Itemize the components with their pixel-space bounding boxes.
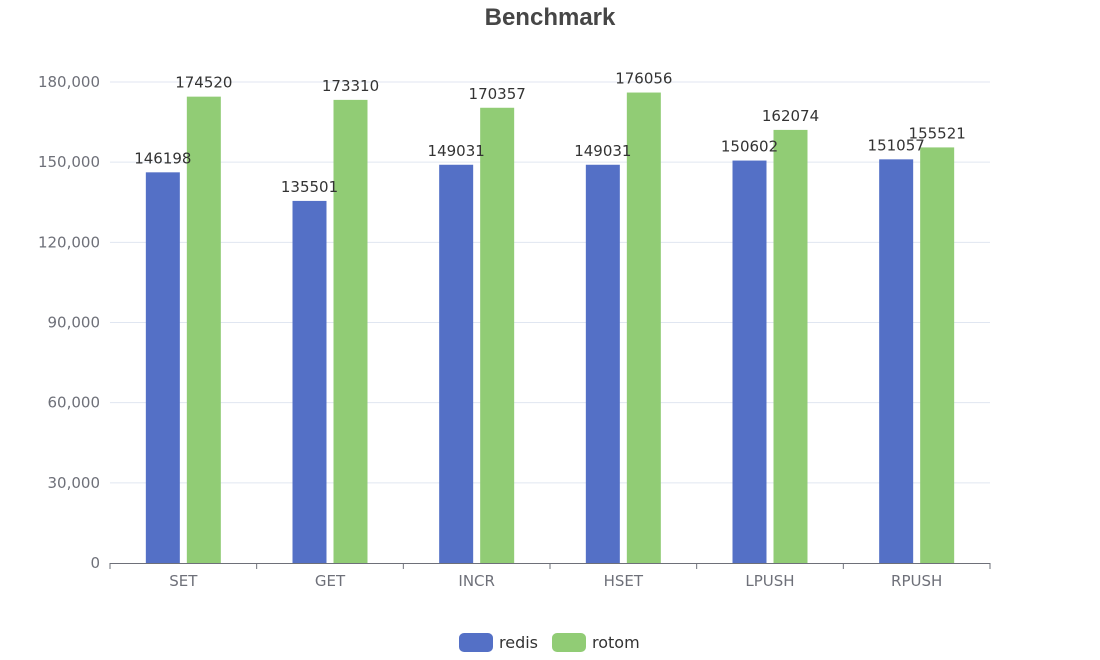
y-tick-label: 120,000 bbox=[38, 233, 100, 251]
x-tick-label: RPUSH bbox=[891, 572, 942, 590]
data-label-rotom-lpush: 162074 bbox=[762, 107, 819, 125]
x-tick-label: GET bbox=[315, 572, 346, 590]
x-tick-label: LPUSH bbox=[745, 572, 794, 590]
legend-item-redis[interactable]: redis bbox=[459, 633, 538, 652]
legend: redis rotom bbox=[459, 633, 640, 652]
y-tick-label: 180,000 bbox=[38, 73, 100, 91]
legend-swatch bbox=[552, 633, 586, 652]
bar-rotom-set[interactable] bbox=[186, 96, 221, 564]
bar-redis-hset[interactable] bbox=[585, 164, 620, 563]
bar-rotom-get[interactable] bbox=[333, 99, 368, 563]
data-label-rotom-set: 174520 bbox=[175, 74, 232, 92]
bars bbox=[145, 92, 955, 564]
bar-rotom-lpush[interactable] bbox=[773, 129, 808, 563]
bar-rotom-incr[interactable] bbox=[480, 107, 515, 563]
y-tick-label: 90,000 bbox=[48, 314, 101, 332]
bar-redis-lpush[interactable] bbox=[732, 160, 767, 563]
x-tick-label: INCR bbox=[458, 572, 495, 590]
legend-swatch bbox=[459, 633, 493, 652]
bar-redis-incr[interactable] bbox=[439, 164, 474, 563]
data-label-rotom-hset: 176056 bbox=[615, 70, 672, 88]
y-tick-label: 0 bbox=[90, 554, 100, 572]
bar-redis-get[interactable] bbox=[292, 200, 327, 564]
bar-redis-rpush[interactable] bbox=[879, 159, 914, 563]
data-label-redis-hset: 149031 bbox=[574, 142, 631, 160]
y-tick-label: 150,000 bbox=[38, 153, 100, 171]
bar-redis-set[interactable] bbox=[145, 172, 180, 563]
grid-lines bbox=[110, 81, 990, 484]
data-label-rotom-incr: 170357 bbox=[469, 85, 526, 103]
data-label-redis-lpush: 150602 bbox=[721, 138, 778, 156]
y-tick-label: 30,000 bbox=[48, 474, 101, 492]
data-label-redis-get: 135501 bbox=[281, 178, 338, 196]
x-tick-label: SET bbox=[169, 572, 198, 590]
y-tick-label: 60,000 bbox=[48, 394, 101, 412]
data-label-redis-incr: 149031 bbox=[428, 142, 485, 160]
data-label-rotom-rpush: 155521 bbox=[909, 124, 966, 142]
legend-label: redis bbox=[499, 633, 538, 652]
data-labels: 146198 174520 135501 173310 149031 170357 1490… bbox=[134, 70, 966, 196]
legend-label: rotom bbox=[592, 633, 640, 652]
data-label-redis-rpush: 151057 bbox=[868, 136, 925, 154]
data-label-rotom-get: 173310 bbox=[322, 77, 379, 95]
legend-item-rotom[interactable]: rotom bbox=[552, 633, 640, 652]
bar-rotom-hset[interactable] bbox=[626, 92, 661, 563]
x-tick-label: HSET bbox=[604, 572, 644, 590]
y-axis-ticks: 0 30,000 60,000 90,000 120,000 150,000 180,000 bbox=[38, 73, 100, 572]
bar-rotom-rpush[interactable] bbox=[920, 147, 955, 563]
data-label-redis-set: 146198 bbox=[134, 149, 191, 167]
chart-title: Benchmark bbox=[485, 4, 616, 31]
x-axis: SET GET INCR HSET LPUSH RPUSH bbox=[109, 563, 991, 590]
